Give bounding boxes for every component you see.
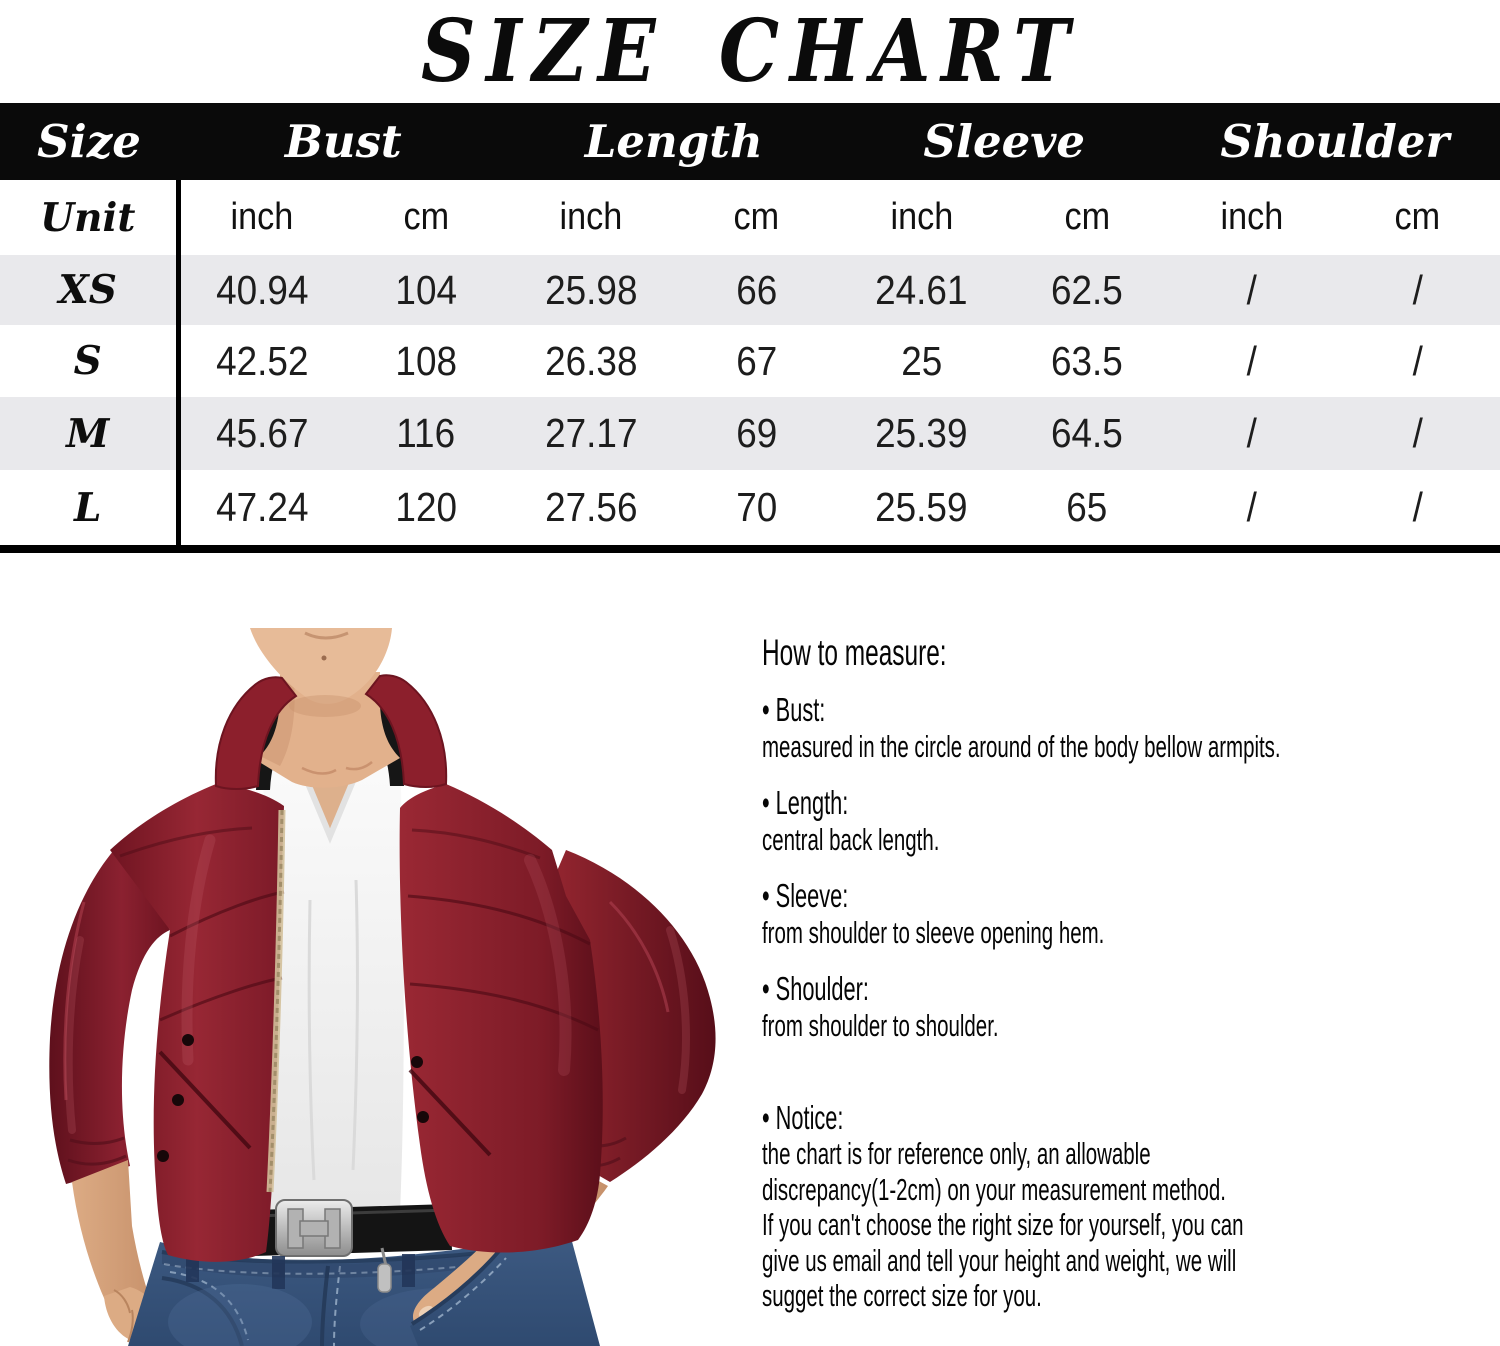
cell-value: / [1412,266,1423,313]
size-chart-table: Size Bust Length Sleeve Shoulder Unit in… [0,103,1500,545]
size-label-s: S [0,325,181,397]
how-to-measure-heading: How to measure: [762,632,947,673]
cell-value: 66 [735,266,777,313]
header-size: Size [37,115,141,168]
unit-label: Unit [0,180,181,255]
unit-cell: cm [1064,196,1110,238]
table-bottom-border [0,545,1500,553]
measure-item-label: • Bust: [762,691,826,728]
cell-value: 25 [901,337,943,384]
cell-value: 67 [735,337,777,384]
cell-value: 45.67 [215,410,309,456]
header-sleeve: Sleeve [923,115,1086,168]
measure-item-label: • Length: [762,784,849,821]
measure-item-bust: • Bust: measured in the circle around of… [762,692,1422,765]
cell-value: 40.94 [215,266,309,313]
header-shoulder: Shoulder [1220,115,1450,168]
zipper-pull [377,1247,392,1293]
cell-value: 25.98 [544,266,638,313]
unit-cell: inch [1220,196,1284,238]
unit-row: Unit inch cm inch cm inch cm inch cm [0,180,1500,255]
measure-item-label: • Sleeve: [762,877,849,914]
collar-right [364,674,448,788]
cell-value: 108 [395,337,457,384]
neck-and-chin [250,628,400,788]
cell-value: 120 [395,484,457,530]
cell-value: / [1412,337,1423,384]
size-chart-table-wrap: Size Bust Length Sleeve Shoulder Unit in… [0,103,1500,545]
cell-value: / [1246,410,1258,456]
page-title: SIZE CHART [420,1,1080,102]
unit-cell: cm [1394,196,1441,238]
size-label-xs: XS [0,255,181,325]
belt-buckle-h [275,1199,353,1257]
cell-value: / [1412,410,1423,456]
size-label-l: L [0,470,181,545]
unit-cell: inch [890,196,953,238]
measure-item-text: from shoulder to shoulder. [762,1008,999,1043]
cell-value: 70 [735,484,777,530]
jacket-button [411,1056,423,1068]
cell-value: / [1412,484,1423,530]
measure-item-length: • Length: central back length. [762,785,1422,858]
cell-value: 47.24 [215,484,309,530]
cell-value: 27.56 [544,484,638,530]
table-row-s: S 42.52 108 26.38 67 25 63.5 / / [0,325,1500,397]
jacket-button [172,1094,184,1106]
table-row-m: M 45.67 116 27.17 69 25.39 64.5 / / [0,397,1500,470]
cell-value: 69 [735,410,777,456]
header-bust: Bust [284,115,402,168]
cell-value: 42.52 [215,337,309,384]
cell-value: 62.5 [1050,266,1123,313]
notice-label: • Notice: [762,1099,844,1136]
unit-cell: cm [733,196,780,238]
cell-value: / [1246,484,1258,530]
cell-value: / [1246,266,1258,313]
jeans-pocket-cover [410,1234,600,1346]
cell-value: 25.59 [875,484,968,530]
how-to-measure-section: How to measure: • Bust: measured in the … [762,630,1422,1334]
cell-value: 27.17 [544,410,638,456]
table-row-xs: XS 40.94 104 25.98 66 24.61 62.5 / / [0,255,1500,325]
size-label-m: M [0,397,181,470]
measure-notice: • Notice: the chart is for reference onl… [762,1100,1422,1314]
measure-item-text: measured in the circle around of the bod… [762,729,1281,764]
collar-and-neck [214,628,448,790]
product-photo [10,600,750,1346]
measure-item-text: from shoulder to sleeve opening hem. [762,915,1105,950]
jacket-button [157,1150,169,1162]
belt [251,1199,452,1257]
measure-item-shoulder: • Shoulder: from shoulder to shoulder. [762,971,1422,1044]
jacket-body [64,784,690,1293]
table-row-l: L 47.24 120 27.56 70 25.59 65 / / [0,470,1500,545]
unit-cell: inch [559,196,623,238]
unit-cell: inch [230,196,294,238]
notice-text: the chart is for reference only, an allo… [762,1136,1244,1313]
cell-value: 26.38 [544,337,638,384]
jacket-button [417,1111,429,1123]
cell-value: 104 [395,266,457,313]
cell-value: / [1246,337,1258,384]
collar-left [214,676,298,790]
cell-value: 64.5 [1050,410,1123,456]
cell-value: 24.61 [875,266,968,313]
measure-item-sleeve: • Sleeve: from shoulder to sleeve openin… [762,878,1422,951]
cell-value: 65 [1066,484,1108,530]
page-title-wrap: SIZE CHART [0,0,1500,103]
jacket-button [182,1034,194,1046]
measure-item-label: • Shoulder: [762,970,869,1007]
cell-value: 63.5 [1050,337,1123,384]
unit-cell: cm [403,196,449,238]
header-length: Length [584,115,763,168]
measure-item-text: central back length. [762,822,940,857]
table-header-row: Size Bust Length Sleeve Shoulder [0,103,1500,180]
cell-value: 25.39 [875,410,968,456]
cell-value: 116 [396,410,456,456]
